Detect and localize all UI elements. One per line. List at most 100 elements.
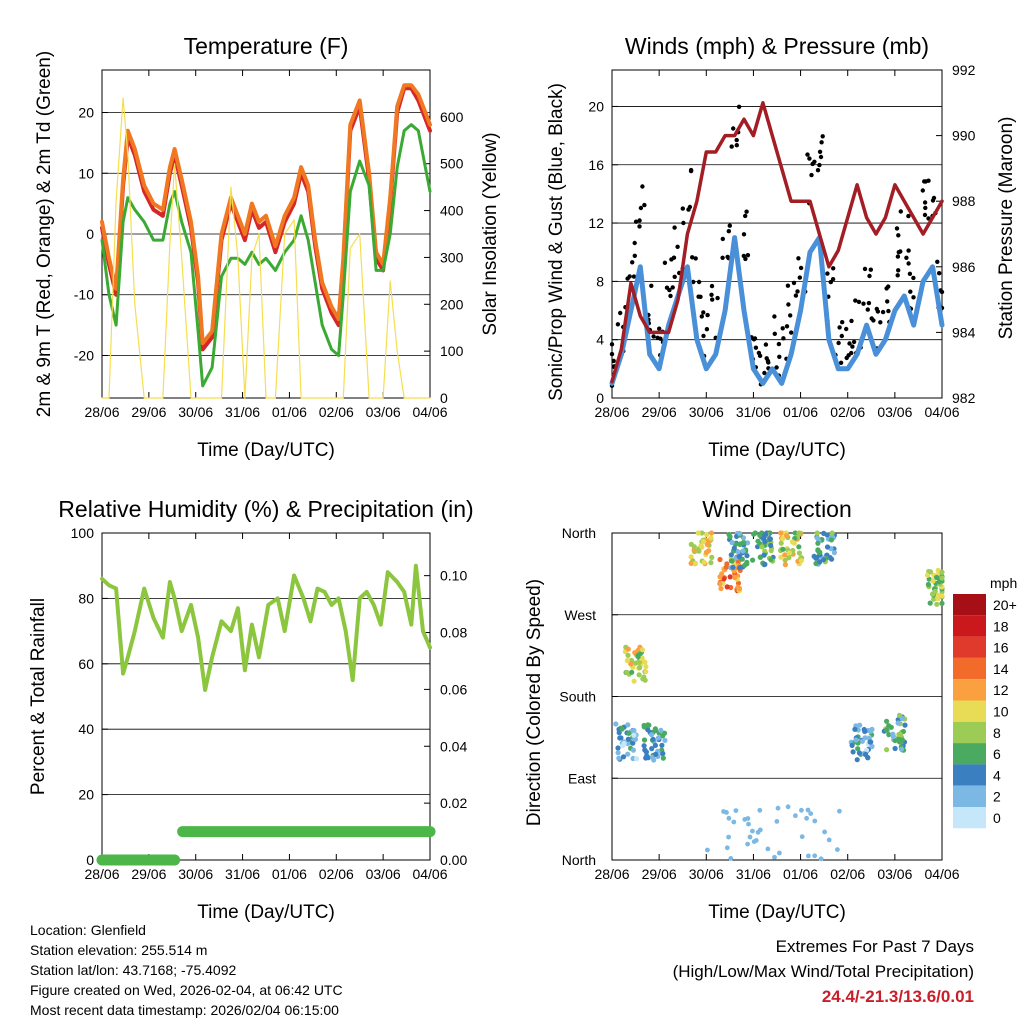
gust-point [744,209,749,214]
direction-point [818,856,824,862]
direction-point [768,548,774,554]
winds-pressure-chart: Winds (mph) & Pressure (mb) Time (Day/UTC… [546,33,1017,461]
direction-point [631,732,637,738]
x-axis-label: Time (Day/UTC) [708,440,846,461]
direction-point [641,737,648,743]
gust-point [709,292,714,297]
gust-point [878,320,883,325]
x-tick-label: 04/06 [924,404,959,420]
gust-point [788,313,793,318]
gust-point [797,275,802,280]
gust-point [807,156,812,161]
direction-point [939,569,945,575]
direction-point [757,827,763,833]
gust-point [670,285,675,290]
extremes-values: 24.4/-21.3/13.6/0.01 [821,987,974,1006]
direction-point [742,817,748,822]
gust-point [631,274,637,279]
gust-point [831,266,836,271]
y2-tick-label: 0.00 [440,852,467,868]
gust-point [704,327,710,332]
direction-point [727,574,733,580]
direction-point [625,652,631,658]
gust-point [930,198,936,203]
gust-point [786,302,791,307]
gust-point [710,297,715,302]
gust-point [693,256,698,261]
direction-point [806,853,811,859]
gust-point [609,342,615,347]
gust-point [853,298,858,303]
gust-point [766,360,771,365]
direction-point [625,736,631,742]
x-axis-label: Time (Day/UTC) [197,902,335,923]
gust-point [830,277,836,282]
legend-swatch [953,785,986,807]
direction-point [736,585,743,592]
direction-point [630,740,636,746]
gust-point [906,261,911,266]
gust-point [908,289,913,294]
gust-point [625,276,630,281]
direction-point [660,755,666,761]
direction-point [700,538,707,545]
gust-point [649,283,654,288]
gust-point [895,273,900,278]
legend-swatch [953,594,986,616]
direction-point [762,548,768,554]
x-tick-label: 28/06 [84,404,119,420]
gust-point [699,314,704,319]
direction-point [615,745,621,751]
x-tick-label: 03/06 [877,866,912,882]
x-tick-label: 03/06 [366,866,401,882]
direction-point [645,722,651,728]
legend-label: 6 [993,746,1001,762]
direction-point [639,647,646,653]
direction-point [655,735,662,741]
direction-point [927,600,933,606]
direction-point [761,536,767,542]
direction-point [635,654,641,660]
direction-point [691,544,697,550]
direction-point [849,742,855,749]
y2-tick-label: 0.06 [440,681,467,697]
direction-point [804,815,809,821]
direction-point [708,535,714,541]
direction-point [828,537,835,543]
direction-point [778,540,784,546]
direction-point [824,544,831,550]
gust-point [657,326,662,331]
gust-point [937,271,942,276]
direction-point [899,737,906,743]
direction-point [688,560,694,566]
gust-point [819,140,824,145]
direction-point [805,807,811,813]
direction-point [733,808,739,813]
y2-tick-label: 992 [952,62,976,78]
direction-point [626,730,632,736]
gust-point [776,341,782,347]
direction-point [630,747,637,753]
y-tick-label: 0 [86,852,94,868]
direction-point [629,669,635,675]
gust-point [774,365,779,370]
direction-point [613,721,619,727]
direction-point [936,579,943,585]
chart-title: Winds (mph) & Pressure (mb) [625,33,929,59]
y-axis-label-left: 2m & 9m T (Red, Orange) & 2m Td (Green) [34,51,55,417]
direction-point [648,732,655,738]
direction-point [751,839,757,844]
direction-point [782,557,788,563]
direction-point [695,530,701,536]
gust-point [898,209,903,214]
gust-point [611,358,616,364]
legend-label: 18 [993,618,1009,634]
direction-point [721,809,726,814]
gust-point [763,342,769,347]
y2-tick-label: 0.02 [440,795,467,811]
gust-point [784,324,790,329]
x-tick-label: 02/06 [319,404,354,420]
direction-point [898,732,904,738]
direction-point [854,757,860,763]
direction-point [615,750,621,756]
